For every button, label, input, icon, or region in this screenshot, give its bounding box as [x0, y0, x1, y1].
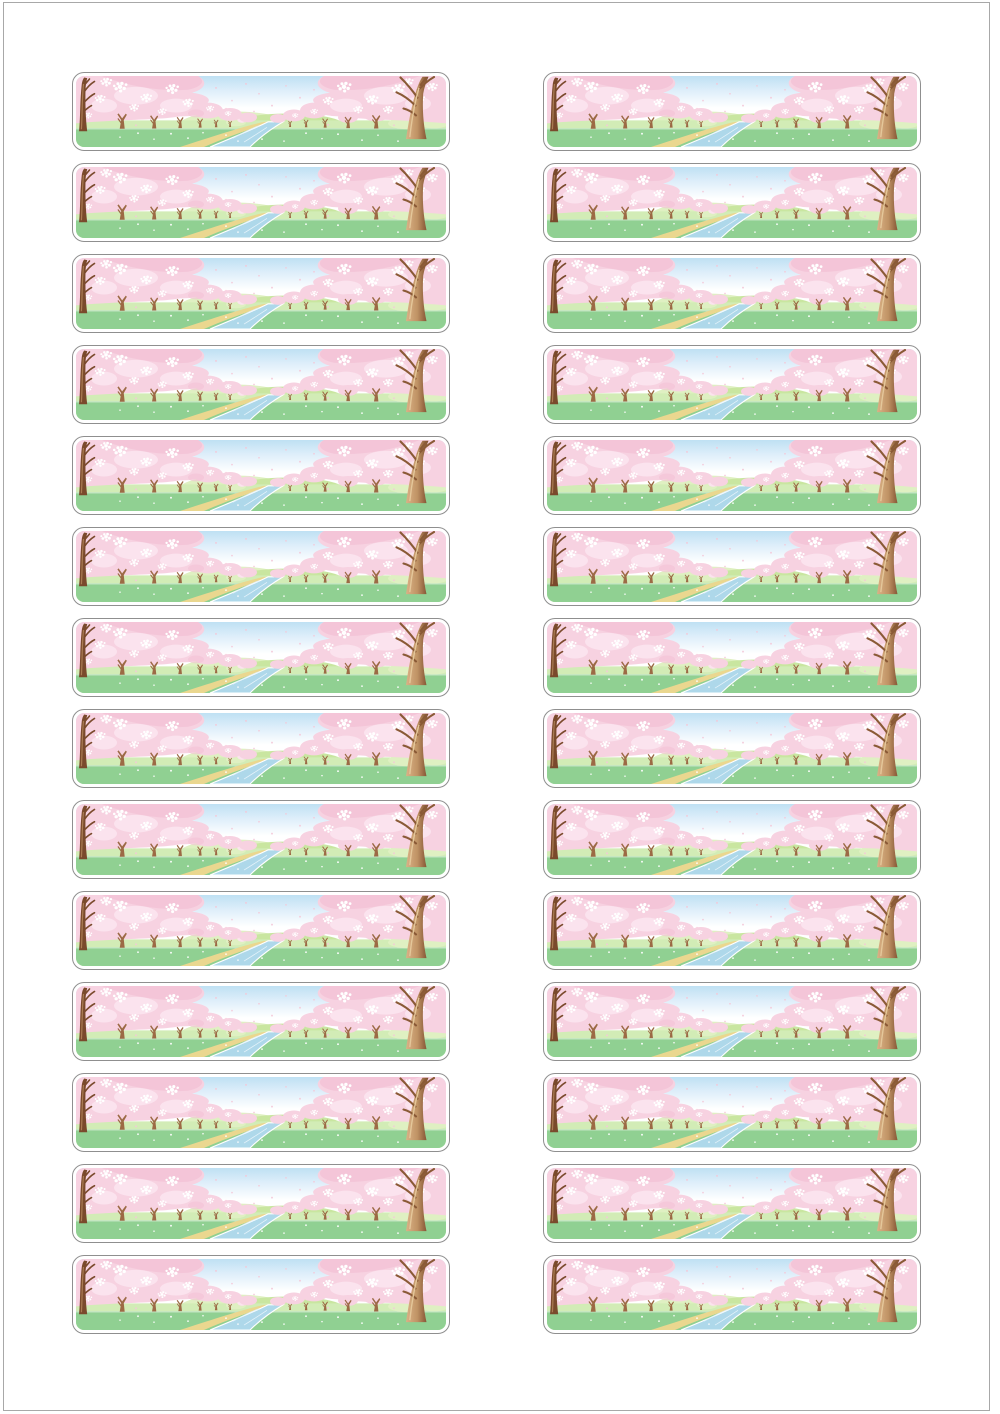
label-artwork: [76, 1259, 446, 1330]
label-artwork: [547, 76, 917, 147]
address-label: [543, 891, 921, 970]
address-label: [72, 891, 450, 970]
address-label: [72, 345, 450, 424]
label-artwork: [76, 76, 446, 147]
address-label: [543, 618, 921, 697]
cherry-blossom-scene-icon: [76, 804, 446, 875]
label-artwork: [547, 895, 917, 966]
address-label: [543, 800, 921, 879]
label-artwork: [547, 986, 917, 1057]
label-artwork: [547, 1259, 917, 1330]
cherry-blossom-scene-icon: [76, 622, 446, 693]
label-artwork: [547, 531, 917, 602]
label-artwork: [76, 167, 446, 238]
label-artwork: [76, 713, 446, 784]
cherry-blossom-scene-icon: [547, 531, 917, 602]
address-label: [543, 72, 921, 151]
address-label: [543, 982, 921, 1061]
address-label: [72, 163, 450, 242]
cherry-blossom-scene-icon: [76, 986, 446, 1057]
address-label: [543, 1073, 921, 1152]
cherry-blossom-scene-icon: [547, 986, 917, 1057]
page-border: [3, 2, 990, 1411]
cherry-blossom-scene-icon: [76, 167, 446, 238]
cherry-blossom-scene-icon: [547, 1168, 917, 1239]
cherry-blossom-scene-icon: [547, 713, 917, 784]
cherry-blossom-scene-icon: [547, 258, 917, 329]
label-artwork: [76, 349, 446, 420]
cherry-blossom-scene-icon: [76, 713, 446, 784]
address-label: [72, 72, 450, 151]
label-artwork: [76, 531, 446, 602]
address-label: [72, 618, 450, 697]
address-label: [72, 1164, 450, 1243]
cherry-blossom-scene-icon: [76, 349, 446, 420]
cherry-blossom-scene-icon: [76, 531, 446, 602]
label-artwork: [76, 986, 446, 1057]
cherry-blossom-scene-icon: [547, 76, 917, 147]
label-artwork: [547, 713, 917, 784]
address-label: [72, 254, 450, 333]
cherry-blossom-scene-icon: [547, 1077, 917, 1148]
cherry-blossom-scene-icon: [76, 1259, 446, 1330]
address-label: [72, 709, 450, 788]
address-label: [543, 709, 921, 788]
cherry-blossom-scene-icon: [76, 895, 446, 966]
label-grid: [72, 72, 921, 1334]
label-artwork: [547, 1168, 917, 1239]
label-artwork: [76, 440, 446, 511]
cherry-blossom-scene-icon: [547, 1259, 917, 1330]
label-artwork: [547, 349, 917, 420]
cherry-blossom-scene-icon: [547, 622, 917, 693]
address-label: [72, 436, 450, 515]
label-artwork: [76, 1077, 446, 1148]
address-label: [543, 163, 921, 242]
cherry-blossom-scene-icon: [76, 258, 446, 329]
label-artwork: [547, 440, 917, 511]
label-artwork: [76, 1168, 446, 1239]
cherry-blossom-scene-icon: [547, 440, 917, 511]
label-artwork: [76, 804, 446, 875]
cherry-blossom-scene-icon: [76, 76, 446, 147]
label-artwork: [547, 258, 917, 329]
address-label: [72, 982, 450, 1061]
address-label: [543, 527, 921, 606]
label-artwork: [76, 895, 446, 966]
cherry-blossom-scene-icon: [547, 895, 917, 966]
cherry-blossom-scene-icon: [547, 167, 917, 238]
address-label: [543, 1164, 921, 1243]
cherry-blossom-scene-icon: [76, 1168, 446, 1239]
address-label: [543, 1255, 921, 1334]
label-artwork: [76, 622, 446, 693]
address-label: [72, 1255, 450, 1334]
label-artwork: [547, 622, 917, 693]
label-artwork: [547, 804, 917, 875]
label-artwork: [76, 258, 446, 329]
address-label: [543, 436, 921, 515]
address-label: [72, 527, 450, 606]
cherry-blossom-scene-icon: [76, 1077, 446, 1148]
address-label: [543, 345, 921, 424]
cherry-blossom-scene-icon: [547, 349, 917, 420]
address-label: [72, 1073, 450, 1152]
address-label: [72, 800, 450, 879]
label-artwork: [547, 167, 917, 238]
cherry-blossom-scene-icon: [547, 804, 917, 875]
address-label: [543, 254, 921, 333]
label-artwork: [547, 1077, 917, 1148]
cherry-blossom-scene-icon: [76, 440, 446, 511]
